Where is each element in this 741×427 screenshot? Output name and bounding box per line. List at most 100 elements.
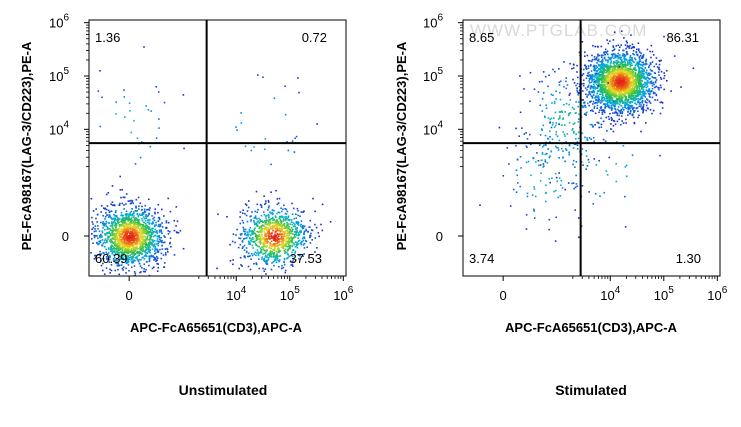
event-dot: [276, 203, 279, 206]
event-dot: [612, 94, 615, 97]
event-dot: [132, 228, 134, 230]
event-dot: [628, 90, 631, 92]
event-dot: [131, 222, 133, 224]
event-dot: [604, 51, 607, 53]
event-dot: [232, 263, 234, 266]
event-dot: [259, 203, 262, 206]
event-dot: [623, 84, 626, 87]
event-dot: [635, 76, 637, 79]
event-dot: [138, 242, 141, 245]
event-dot: [146, 229, 148, 232]
event-dot: [617, 78, 620, 81]
event-dot: [149, 145, 152, 148]
event-dot: [124, 236, 127, 239]
event-dot: [161, 239, 163, 242]
event-dot: [614, 54, 617, 57]
event-dot: [572, 128, 574, 130]
event-dot: [111, 224, 114, 227]
event-dot: [614, 103, 616, 106]
event-dot: [650, 80, 653, 82]
event-dot: [265, 217, 267, 219]
event-dot: [143, 263, 146, 265]
event-dot: [247, 255, 249, 258]
event-dot: [609, 80, 612, 83]
event-dot: [281, 215, 283, 218]
event-dot: [169, 210, 172, 213]
event-dot: [603, 65, 605, 67]
event-dot: [100, 253, 103, 255]
event-dot: [621, 59, 623, 61]
event-dot: [597, 46, 599, 48]
event-dot: [625, 98, 628, 101]
event-dot: [302, 255, 304, 257]
event-dot: [292, 259, 294, 261]
event-dot: [634, 75, 637, 77]
event-dot: [613, 86, 616, 88]
event-dot: [625, 122, 627, 124]
event-dot: [620, 74, 622, 77]
event-dot: [599, 100, 601, 102]
event-dot: [623, 94, 625, 97]
event-dot: [259, 240, 262, 242]
event-dot: [637, 70, 640, 72]
event-dot: [132, 222, 134, 224]
event-dot: [635, 107, 638, 110]
event-dot: [169, 241, 171, 244]
event-dot: [601, 96, 603, 98]
event-dot: [624, 54, 626, 57]
event-dot: [284, 248, 287, 251]
event-dot: [299, 225, 302, 228]
event-dot: [295, 245, 298, 247]
event-dot: [548, 74, 550, 77]
event-dot: [106, 205, 109, 207]
event-dot: [588, 92, 591, 95]
event-dot: [294, 252, 296, 254]
event-dot: [291, 202, 293, 205]
event-dot: [599, 66, 602, 69]
event-dot: [162, 241, 165, 244]
event-dot: [156, 250, 159, 252]
event-dot: [639, 91, 642, 94]
event-dot: [627, 88, 630, 90]
event-dot: [646, 98, 648, 100]
event-dot: [128, 237, 130, 240]
event-dot: [609, 71, 612, 73]
event-dot: [608, 78, 610, 80]
event-dot: [261, 238, 264, 241]
event-dot: [114, 237, 117, 239]
event-dot: [620, 78, 622, 81]
event-dot: [277, 233, 280, 236]
event-dot: [606, 99, 609, 102]
event-dot: [139, 202, 142, 204]
event-dot: [154, 247, 156, 250]
event-dot: [259, 235, 261, 238]
event-dot: [572, 147, 575, 149]
event-dot: [114, 240, 116, 243]
event-dot: [92, 226, 95, 229]
event-dot: [154, 239, 156, 242]
event-dot: [124, 116, 126, 118]
event-dot: [639, 93, 641, 95]
event-dot: [649, 50, 651, 53]
event-dot: [598, 111, 600, 114]
event-dot: [663, 88, 665, 91]
event-dot: [303, 225, 306, 228]
event-dot: [299, 231, 302, 234]
event-dot: [287, 232, 289, 235]
event-dot: [261, 225, 263, 228]
event-dot: [602, 103, 605, 105]
event-dot: [556, 135, 559, 138]
event-dot: [295, 221, 298, 223]
event-dot: [612, 119, 615, 122]
event-dot: [129, 244, 132, 247]
event-dot: [136, 233, 138, 236]
event-dot: [610, 87, 613, 89]
event-dot: [118, 249, 120, 252]
event-dot: [639, 78, 641, 81]
event-dot: [226, 216, 228, 218]
event-dot: [544, 116, 546, 119]
event-dot: [245, 251, 248, 254]
event-dot: [274, 215, 277, 217]
event-dot: [641, 91, 644, 94]
event-dot: [645, 72, 648, 74]
